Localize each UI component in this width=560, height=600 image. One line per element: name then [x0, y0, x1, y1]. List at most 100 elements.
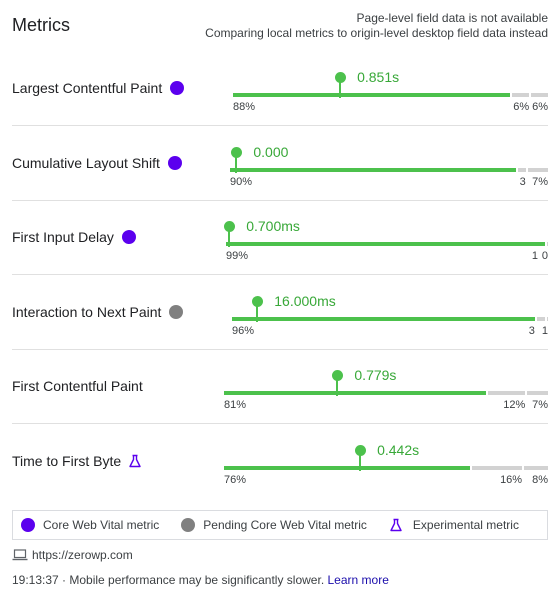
- metric-label: Time to First Byte: [12, 452, 122, 469]
- distribution-bar: [224, 465, 548, 470]
- needs-improvement-segment: [512, 93, 530, 97]
- marker-dot-icon: [331, 370, 343, 381]
- poor-segment: [546, 316, 548, 321]
- marker-stem: [228, 227, 231, 247]
- pending-vital-dot-icon: [181, 518, 196, 532]
- flask-icon: [129, 454, 141, 467]
- core-vital-dot-icon: [170, 81, 185, 95]
- metric-label: Interaction to Next Paint: [12, 303, 162, 320]
- distribution-bar: [233, 93, 548, 97]
- metric-name: Cumulative Layout Shift: [12, 155, 182, 171]
- laptop-icon: [12, 549, 28, 561]
- marker-dot-icon: [230, 146, 242, 158]
- pending-vital-dot-icon: [169, 304, 184, 319]
- metric-row: First Contentful Paint 81% 12% 7% 0.779s: [12, 350, 548, 424]
- marker-dot-icon: [334, 72, 346, 83]
- marker-dot-icon: [354, 444, 366, 456]
- marker-stem: [235, 152, 238, 173]
- field-data-comparison-note: Comparing local metrics to origin-level …: [205, 26, 548, 40]
- metric-value: 0.779s: [354, 367, 397, 383]
- needs-improvement-percent: 6%: [513, 101, 530, 113]
- needs-improvement-segment: [472, 465, 523, 470]
- poor-percent: 8%: [532, 473, 548, 486]
- legend-experimental-label: Experimental metric: [412, 518, 519, 532]
- good-percent: 90%: [230, 175, 253, 188]
- good-segment: [226, 242, 545, 246]
- poor-percent: 7%: [532, 399, 548, 411]
- marker-stem: [256, 301, 259, 322]
- good-segment: [224, 391, 487, 395]
- metric-value: 16.000ms: [274, 292, 336, 309]
- good-segment: [224, 465, 471, 470]
- poor-percent: 6%: [532, 101, 548, 113]
- metric-row: Interaction to Next Paint 96% 3 1 16.000ms: [12, 276, 548, 350]
- metric-name: Time to First Byte: [12, 453, 142, 469]
- field-data-note: Page-level field data is not available: [356, 11, 548, 25]
- metric-name: First Contentful Paint: [12, 378, 143, 394]
- poor-segment: [531, 93, 548, 97]
- marker-dot-icon: [251, 295, 263, 307]
- metric-label: Largest Contentful Paint: [12, 80, 163, 96]
- needs-improvement-segment: [518, 167, 526, 172]
- poor-segment: [527, 391, 548, 395]
- marker-stem: [339, 78, 342, 98]
- good-segment: [230, 167, 517, 172]
- metric-row: Cumulative Layout Shift 90% 3 7% 0.000: [12, 127, 548, 201]
- metric-label: Cumulative Layout Shift: [12, 154, 160, 171]
- good-segment: [233, 93, 511, 97]
- poor-segment: [527, 167, 548, 172]
- good-percent: 88%: [233, 101, 256, 113]
- good-percent: 99%: [226, 250, 249, 262]
- distribution-bar: [224, 391, 548, 395]
- needs-improvement-percent: 1: [531, 250, 538, 262]
- metric-name: Interaction to Next Paint: [12, 303, 184, 320]
- metric-label: First Contentful Paint: [12, 378, 143, 394]
- good-segment: [232, 316, 536, 321]
- page-title: Metrics: [12, 15, 70, 35]
- tested-url: https://zerowp.com: [12, 548, 133, 562]
- footer: 19:13:37 · Mobile performance may be sig…: [12, 573, 389, 587]
- poor-percent: 1: [541, 324, 548, 337]
- footer-text: 19:13:37 · Mobile performance may be sig…: [12, 573, 325, 587]
- legend-pending-label: Pending Core Web Vital metric: [203, 518, 367, 532]
- metric-row: First Input Delay 99% 1 0 0.700ms: [12, 201, 548, 275]
- legend-core: Core Web Vital metric: [21, 518, 159, 532]
- needs-improvement-segment: [488, 391, 526, 395]
- distribution-bar: [230, 167, 548, 172]
- metric-row: Largest Contentful Paint 88% 6% 6% 0.851s: [12, 52, 548, 126]
- flask-icon: [390, 518, 402, 532]
- metric-row: Time to First Byte 76% 16% 8% 0.442s: [12, 425, 548, 499]
- metric-value: 0.700ms: [246, 218, 300, 234]
- good-percent: 81%: [224, 399, 247, 411]
- poor-percent: 0: [541, 250, 548, 262]
- core-vital-dot-icon: [167, 155, 182, 170]
- metric-value: 0.442s: [377, 441, 420, 458]
- needs-improvement-segment: [546, 242, 548, 246]
- metric-name: Largest Contentful Paint: [12, 80, 185, 96]
- url-text: https://zerowp.com: [32, 548, 133, 562]
- needs-improvement-percent: 16%: [500, 473, 523, 486]
- legend-pending: Pending Core Web Vital metric: [181, 518, 367, 532]
- learn-more-link[interactable]: Learn more: [327, 573, 389, 587]
- legend: Core Web Vital metric Pending Core Web V…: [12, 510, 548, 540]
- good-percent: 76%: [224, 473, 247, 486]
- metric-label: First Input Delay: [12, 229, 114, 245]
- marker-stem: [336, 376, 339, 396]
- legend-experimental: Experimental metric: [389, 518, 519, 532]
- distribution-bar: [232, 316, 548, 321]
- needs-improvement-percent: 12%: [503, 399, 526, 411]
- poor-segment: [524, 465, 548, 470]
- marker-dot-icon: [223, 221, 235, 232]
- metric-value: 0.851s: [357, 69, 400, 85]
- good-percent: 96%: [232, 324, 255, 337]
- distribution-bar: [226, 242, 548, 246]
- marker-stem: [359, 450, 362, 471]
- poor-percent: 7%: [532, 175, 548, 188]
- needs-improvement-percent: 3: [528, 324, 535, 337]
- metric-value: 0.000: [253, 143, 289, 160]
- metric-name: First Input Delay: [12, 229, 136, 245]
- legend-core-label: Core Web Vital metric: [43, 518, 160, 532]
- needs-improvement-percent: 3: [519, 175, 526, 188]
- core-vital-dot-icon: [21, 518, 35, 532]
- core-vital-dot-icon: [121, 230, 136, 244]
